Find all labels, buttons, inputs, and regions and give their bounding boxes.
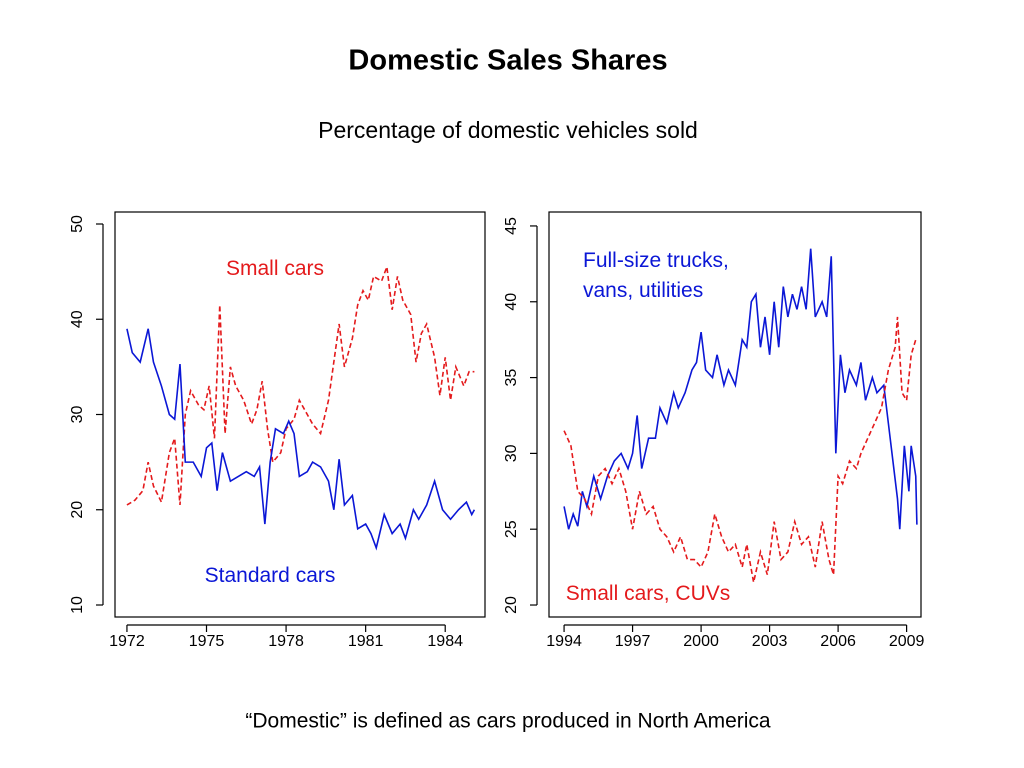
x-tick-label: 1975 xyxy=(189,633,225,650)
x-tick-label: 2006 xyxy=(820,633,856,650)
x-tick-label: 2009 xyxy=(889,633,925,650)
x-tick-label: 2000 xyxy=(683,633,719,650)
series-line xyxy=(563,248,918,530)
series-line xyxy=(126,328,476,551)
y-tick-label: 50 xyxy=(69,215,86,233)
series-label: Small cars, CUVs xyxy=(565,582,731,605)
plot-frame xyxy=(114,211,486,618)
chart-subtitle: Percentage of domestic vehicles sold xyxy=(318,117,698,143)
series-label: Standard cars xyxy=(204,564,336,587)
y-tick-label: 45 xyxy=(503,217,520,235)
x-tick-label: 1978 xyxy=(268,633,304,650)
y-tick-label: 40 xyxy=(503,293,520,311)
y-tick-label: 20 xyxy=(503,596,520,614)
y-tick-label: 35 xyxy=(503,369,520,387)
y-tick-label: 10 xyxy=(69,596,86,614)
series-line xyxy=(126,266,475,506)
x-tick-label: 1994 xyxy=(546,633,582,650)
y-tick-label: 30 xyxy=(69,406,86,424)
series-label: Full-size trucks, vans, utilities xyxy=(583,249,729,302)
panel: 1994 1997 2000 2003 2006 2009 20 25 30 35 40 45 xyxy=(503,211,925,650)
series-line xyxy=(563,316,917,583)
x-tick-label: 1984 xyxy=(427,633,463,650)
y-tick-label: 20 xyxy=(69,501,86,519)
panel: 1972 1975 1978 1981 1984 10 20 30 40 50 xyxy=(69,211,486,650)
series-label: Small cars xyxy=(225,257,325,280)
x-tick-label: 1981 xyxy=(348,633,384,650)
footnote: “Domestic” is defined as cars produced i… xyxy=(245,710,771,733)
chart-title: Domestic Sales Shares xyxy=(348,45,667,77)
plot-frame xyxy=(548,211,922,618)
x-tick-label: 1997 xyxy=(615,633,651,650)
y-tick-label: 30 xyxy=(503,444,520,462)
x-tick-label: 2003 xyxy=(752,633,788,650)
y-tick-label: 40 xyxy=(69,310,86,328)
x-tick-label: 1972 xyxy=(109,633,145,650)
y-tick-label: 25 xyxy=(503,520,520,538)
